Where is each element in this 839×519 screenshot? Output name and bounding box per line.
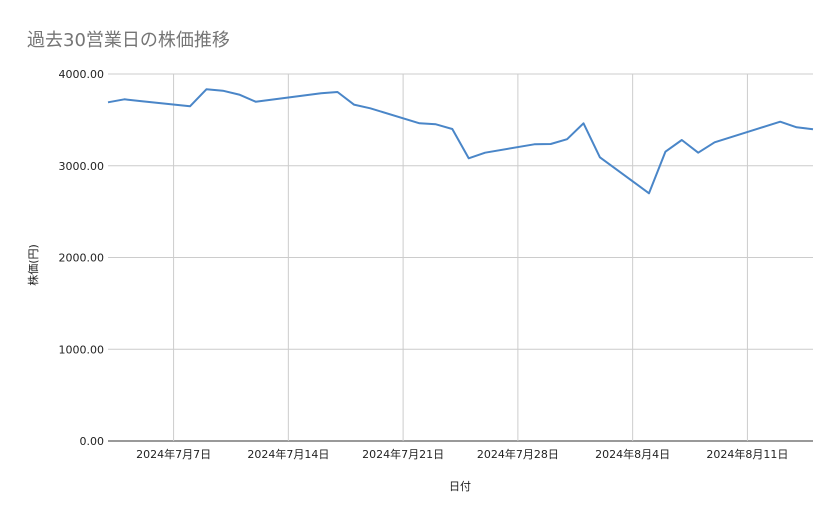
x-axis-label: 日付	[449, 480, 471, 493]
chart-title: 過去30営業日の株価推移	[27, 30, 230, 51]
y-tick-label: 3000.00	[59, 160, 105, 173]
price-line	[107, 88, 814, 195]
series-line	[107, 88, 814, 195]
grid	[108, 73, 813, 442]
y-axis-ticks: 0.00 1000.00 2000.00 3000.00 4000.00	[59, 68, 105, 448]
y-tick-label: 2000.00	[59, 252, 105, 265]
y-tick-label: 4000.00	[59, 68, 105, 81]
x-tick-label: 2024年7月21日	[362, 447, 444, 461]
x-axis-ticks: 2024年7月7日 2024年7月14日 2024年7月21日 2024年7月28日 2…	[136, 447, 788, 461]
x-tick-label: 2024年8月4日	[595, 447, 670, 461]
x-tick-label: 2024年8月11日	[706, 447, 788, 461]
y-axis-label: 株価(円)	[26, 244, 40, 286]
y-tick-label: 0.00	[80, 435, 105, 448]
x-tick-label: 2024年7月7日	[136, 447, 211, 461]
x-tick-label: 2024年7月14日	[247, 447, 329, 461]
y-tick-label: 1000.00	[59, 343, 105, 356]
x-tick-label: 2024年7月28日	[477, 447, 559, 461]
